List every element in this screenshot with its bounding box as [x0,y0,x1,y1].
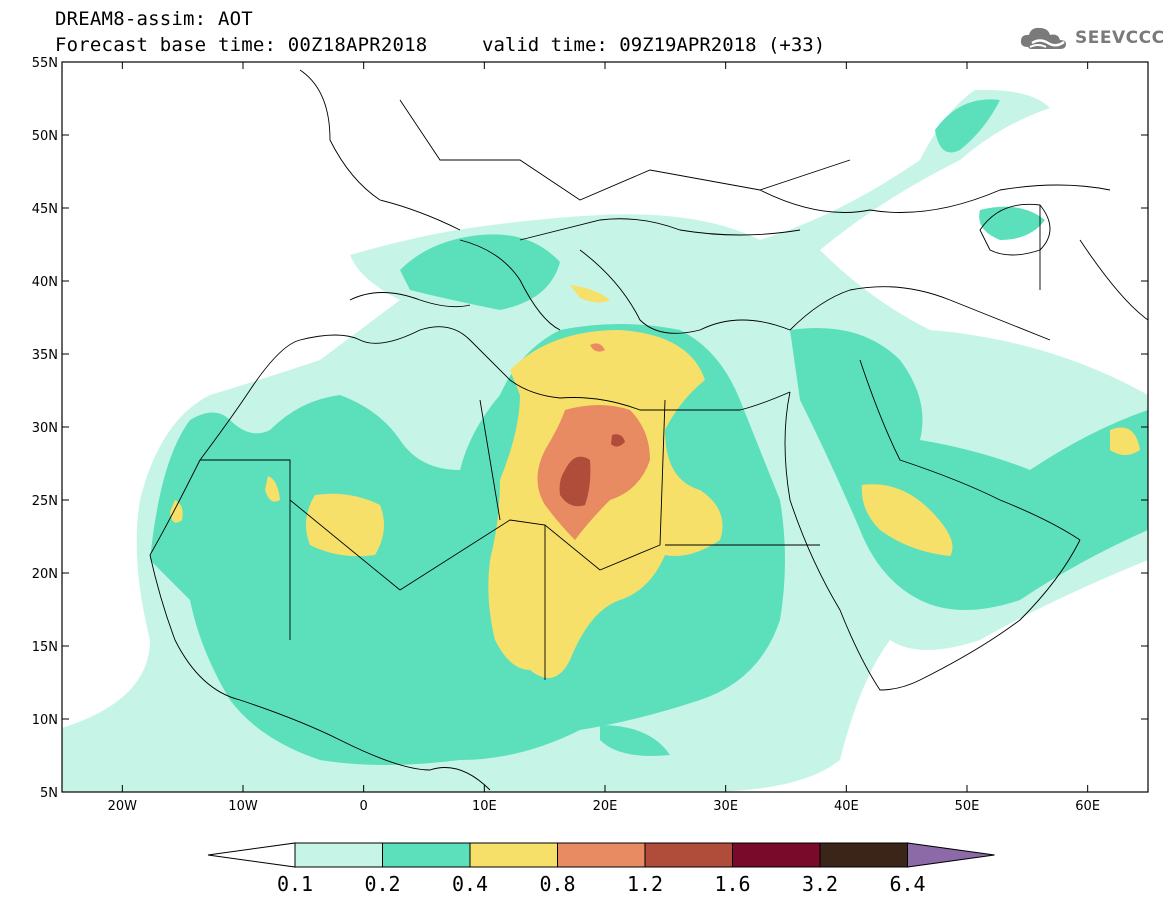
lat-tick-label: 20N [32,567,58,582]
lat-tick-label: 50N [32,129,58,144]
colorbar [207,842,995,868]
lat-tick-label: 55N [32,56,58,71]
colorbar-swatch [819,842,908,868]
colorbar-label: 3.2 [801,872,839,896]
lat-tick-label: 45N [32,202,58,217]
colorbar-label: 0.1 [276,872,314,896]
map-title: DREAM8-assim: AOT [55,8,253,30]
valid-time: valid time: 09Z19APR2018 (+33) [482,34,826,56]
lat-tick-label: 15N [32,640,58,655]
lon-tick-label: 30E [713,799,738,814]
lon-tick-label: 40E [834,799,859,814]
lon-tick-label: 10E [472,799,497,814]
lon-tick-label: 20E [593,799,618,814]
colorbar-swatch [382,842,471,868]
lat-tick-label: 5N [40,786,58,801]
lon-tick-label: 20W [108,799,138,814]
colorbar-swatch [469,842,558,868]
colorbar-label: 0.8 [539,872,576,896]
forecast-base-time: Forecast base time: 00Z18APR2018 [55,34,428,56]
lon-tick-label: 60E [1075,799,1100,814]
colorbar-low-arrow [207,842,296,868]
axis-ticks: 55N 50N 45N 40N 35N 30N 25N 20N 15N 10N 5N 20W 10W 0 1… [32,56,1148,814]
lat-tick-label: 30N [32,421,58,436]
logo: SEEVCCC [1018,23,1165,53]
colorbar-label: 0.2 [364,872,401,896]
colorbar-label: 1.2 [626,872,664,896]
colorbar-swatch [732,842,821,868]
lat-tick-label: 10N [32,713,58,728]
colorbar-label: 1.6 [714,872,751,896]
logo-text: SEEVCCC [1075,28,1165,48]
colorbar-swatch [557,842,646,868]
lon-tick-label: 10W [228,799,258,814]
lon-tick-label: 50E [955,799,980,814]
colorbar-swatch [644,842,733,868]
aot-field [62,89,1148,792]
lat-tick-label: 35N [32,348,58,363]
lat-tick-label: 40N [32,275,58,290]
colorbar-swatch [294,842,383,868]
cloud-icon [1020,27,1066,49]
lon-tick-label: 0 [360,799,368,814]
lat-tick-label: 25N [32,494,58,509]
coastlines [149,69,1148,791]
colorbar-label: 6.4 [889,872,926,896]
aot-level-1.2 [559,434,625,507]
colorbar-label: 0.4 [451,872,489,896]
colorbar-high-arrow [907,842,995,868]
